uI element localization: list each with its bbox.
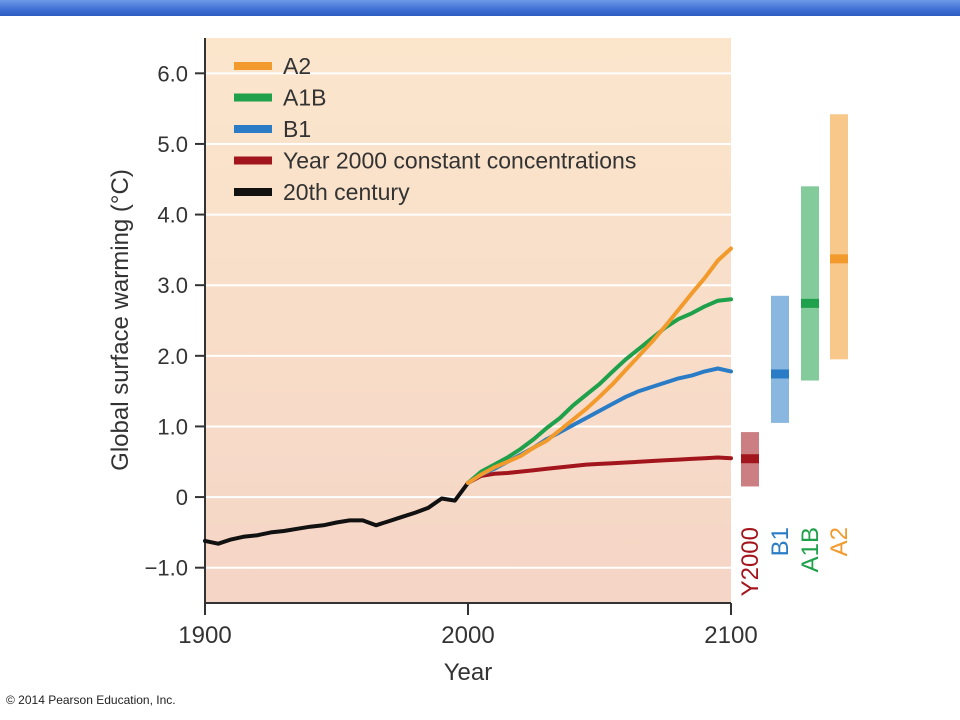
axes: −1.0 0 1.0 2.0 3.0 4.0 5.0 6.0 1900 2000 2100 [145,38,758,649]
y-tick-label: 2.0 [157,344,188,369]
range-bar [771,295,789,423]
y-tick-label: 3.0 [157,273,188,298]
range-label: A1B [797,527,824,572]
x-tick-label: 1900 [178,622,231,649]
x-tick-label: 2000 [441,622,494,649]
range-best-estimate [830,254,848,264]
legend-label: B1 [283,116,311,142]
y-tick-label: −1.0 [145,556,188,581]
y-tick-label: 5.0 [157,132,188,157]
x-tick-label: 2100 [704,622,757,649]
y-tick-label: 1.0 [157,414,188,439]
plot-area [205,38,731,603]
range-best-estimate [741,454,759,464]
range-label: Y2000 [737,527,764,596]
x-axis-label: Year [444,659,493,686]
top-accent-bar [0,0,960,16]
series-line-year-2000-constant-concentrations [466,455,733,485]
legend-label: 20th century [283,179,410,205]
gridlines [205,72,731,569]
range-label: B1 [767,527,794,556]
y-tick-label: 0 [176,485,188,510]
series-lines [203,246,733,546]
range-best-estimate [771,369,789,379]
series-line-a2 [466,246,733,485]
series-line-20th-century [203,480,470,546]
copyright-notice: © 2014 Pearson Education, Inc. [6,693,176,707]
y-tick-label: 6.0 [157,61,188,86]
projection-range-bars: Y2000 B1 A1B A2 [737,114,853,596]
range-best-estimate [801,298,819,308]
range-label: A2 [826,527,853,556]
range-bar [801,186,819,381]
series-line-a1b [466,297,733,485]
legend-label: A1B [283,85,326,111]
legend-label: Year 2000 constant concentrations [283,148,636,174]
legend: A2 A1B B1 Year 2000 constant concentrations… [234,53,636,205]
range-bar [830,114,848,360]
y-tick-label: 4.0 [157,203,188,228]
y-axis-label: Global surface warming (°C) [107,169,134,471]
legend-label: A2 [283,53,311,79]
